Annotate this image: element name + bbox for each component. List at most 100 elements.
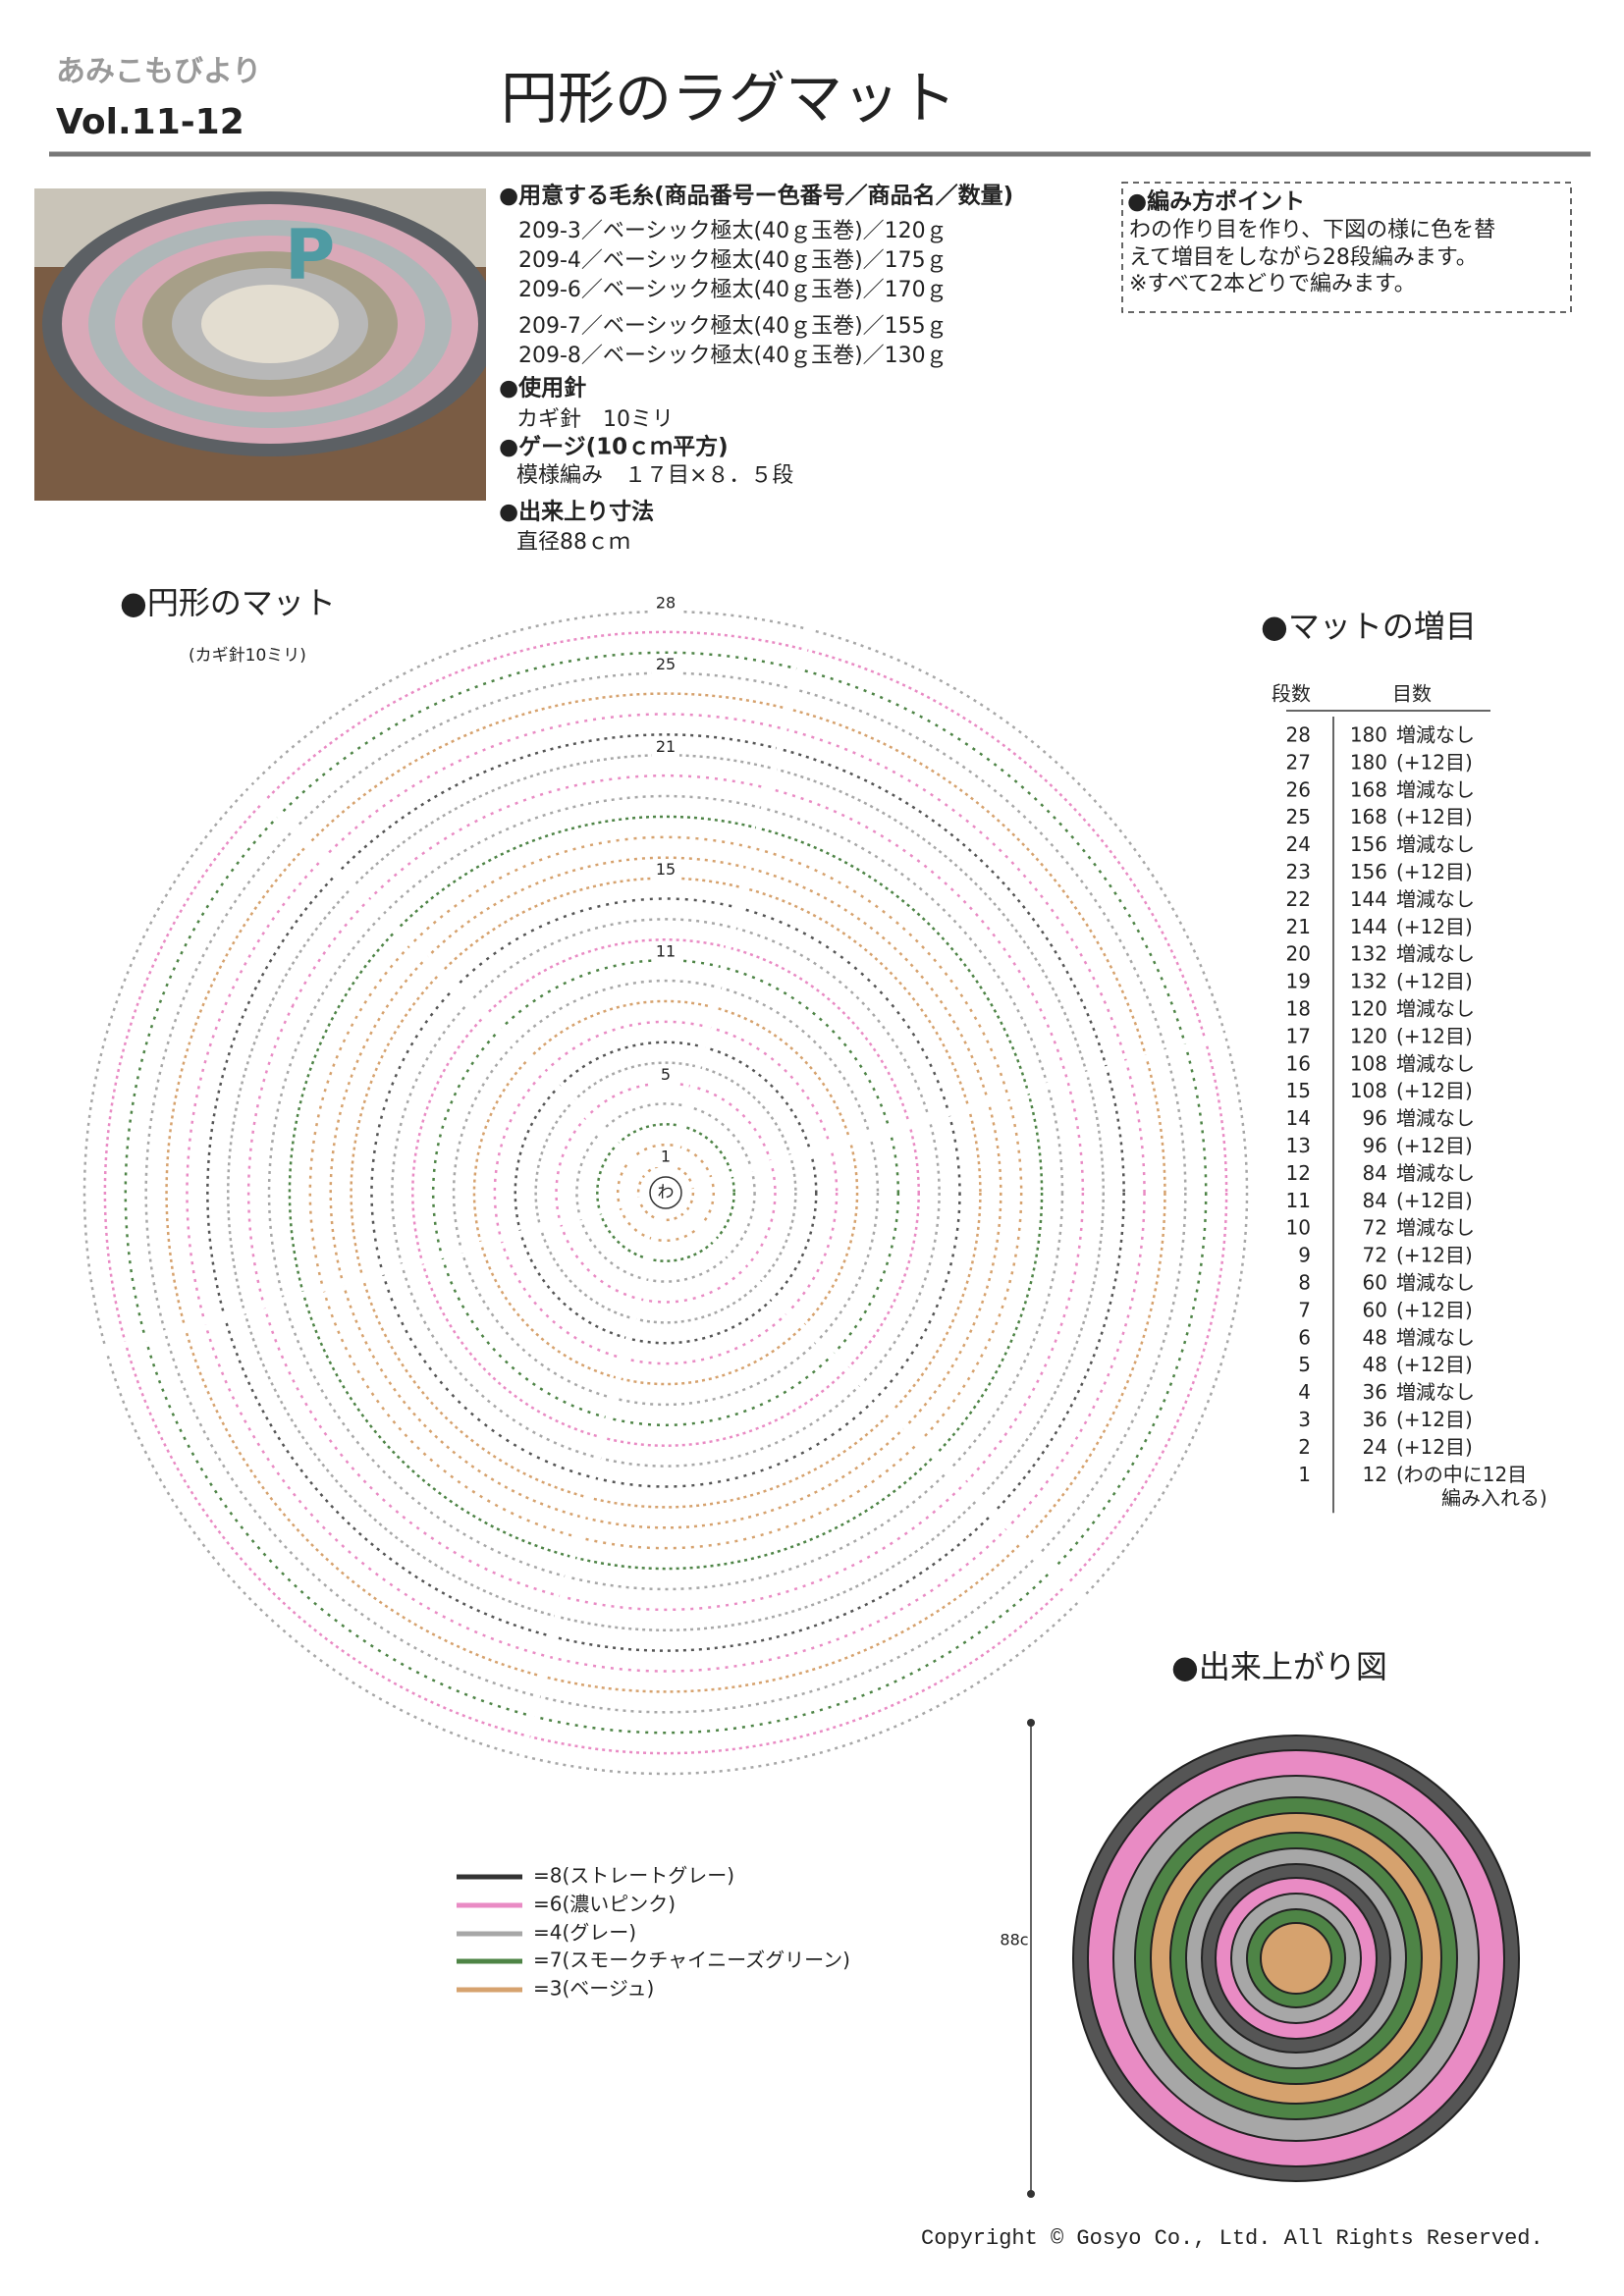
diagram-heading: ●円形のマット: [120, 584, 336, 621]
stitch-count: 96: [1363, 1106, 1387, 1130]
seam: [97, 1195, 648, 1356]
stitch-ring: [596, 1123, 735, 1262]
stitch-count: 36: [1363, 1380, 1387, 1404]
row-note: 増減なし: [1396, 942, 1475, 966]
photo: P: [34, 188, 486, 501]
stitch-count: 48: [1363, 1353, 1387, 1376]
stitch-count: 180: [1350, 723, 1387, 747]
row-number: 25: [1286, 805, 1311, 828]
stitch-count: 168: [1350, 805, 1387, 828]
row-number: 28: [1286, 723, 1311, 747]
row-label-bg: [652, 942, 679, 963]
seam: [683, 1030, 1234, 1191]
stitch-ring: [431, 958, 900, 1427]
row-number: 3: [1298, 1408, 1311, 1431]
row-note: 増減なし: [1396, 1271, 1475, 1295]
row-note: 増減なし: [1396, 777, 1475, 801]
row-number: 12: [1286, 1161, 1311, 1185]
row-note: (+12目): [1396, 1189, 1473, 1212]
stitch-ring: [267, 794, 1064, 1591]
row-number: 16: [1286, 1051, 1311, 1075]
points: ●編み方ポイント わの作り目を作り、下図の様に色を替 えて増目をしながら28段編…: [1121, 182, 1572, 313]
row-label: 11: [656, 942, 676, 961]
row-note: (+12目): [1396, 750, 1473, 774]
row-number: 18: [1286, 997, 1311, 1021]
stitch-count: 84: [1363, 1189, 1387, 1212]
row-note: (+12目): [1396, 1024, 1473, 1047]
row-number: 22: [1286, 887, 1311, 911]
text: えて増目をしながら28段編みます。: [1129, 245, 1478, 270]
row-number: 4: [1298, 1380, 1311, 1404]
stitch-count: 36: [1363, 1408, 1387, 1431]
stitch-count: 48: [1363, 1325, 1387, 1349]
stitch-ring: [308, 835, 1023, 1550]
row-note: (+12目): [1396, 1353, 1473, 1376]
stitch-ring: [246, 774, 1085, 1612]
row-note: 増減なし: [1396, 1325, 1475, 1349]
row-label-bg: [652, 1065, 679, 1086]
row-label-bg: [652, 655, 679, 675]
stitch-count: 108: [1350, 1079, 1387, 1102]
size-label: 88c: [1000, 1931, 1028, 1949]
legend-entry: =3(ベージュ): [533, 1977, 654, 2001]
stitch-ring: [472, 999, 859, 1386]
row-number: 11: [1286, 1189, 1311, 1212]
stitch-ring: [411, 938, 920, 1447]
finished-heading: ●出来上がり図: [1171, 1648, 1387, 1685]
col-header: 目数: [1392, 682, 1432, 706]
row-note: 増減なし: [1396, 1106, 1475, 1130]
stitch-count: 72: [1363, 1216, 1387, 1240]
stitch-count: 156: [1350, 860, 1387, 883]
row-number: 6: [1298, 1325, 1311, 1349]
row-number: 5: [1298, 1353, 1311, 1376]
legend-entry: =4(グレー): [533, 1921, 636, 1945]
photo-letter: P: [285, 215, 335, 295]
row-note: (+12目): [1396, 915, 1473, 938]
stitch-ring: [186, 713, 1146, 1673]
stitch-count: 132: [1350, 970, 1387, 993]
stitch-ring: [514, 1041, 818, 1345]
finished-figure: ​ 88c: [1000, 1719, 1520, 2198]
stitch-count: 120: [1350, 1024, 1387, 1047]
yarn: 209-8／ベーシック極太(40ｇ玉巻)／130ｇ: [518, 344, 947, 368]
text: カギ針 10ミリ: [516, 407, 674, 432]
text: 模様編み １７目×８．５段: [516, 463, 793, 488]
col-header: 段数: [1272, 682, 1311, 706]
row-number: 19: [1286, 970, 1311, 993]
row-note: (+12目): [1396, 1244, 1473, 1267]
center-label: わ: [658, 1183, 675, 1202]
row-number: 1: [1298, 1463, 1311, 1486]
heading: ●ゲージ(10ｃｍ平方): [499, 434, 729, 460]
stitch-count: 120: [1350, 997, 1387, 1021]
row-note: (+12目): [1396, 1134, 1473, 1157]
row-note: 増減なし: [1396, 1216, 1475, 1240]
legend-entry: =7(スモークチャイニーズグリーン): [533, 1949, 850, 1972]
stitch-ring: [82, 610, 1249, 1776]
row-number: 26: [1286, 777, 1311, 801]
table-heading: ●マットの増目: [1261, 608, 1477, 645]
copyright: Copyright © Gosyo Co., Ltd. All Rights R…: [921, 2226, 1543, 2251]
stitch-ring: [165, 692, 1166, 1693]
yarn: 209-4／ベーシック極太(40ｇ玉巻)／175ｇ: [518, 248, 947, 273]
heading: ●出来上り寸法: [499, 500, 654, 525]
row-note: (+12目): [1396, 1298, 1473, 1321]
stitch-count: 168: [1350, 777, 1387, 801]
stitch-count: 144: [1350, 915, 1387, 938]
stitch-count: 156: [1350, 832, 1387, 856]
text: 直径88ｃｍ: [516, 530, 630, 555]
points-box: [1121, 182, 1572, 313]
row-number: 13: [1286, 1134, 1311, 1157]
stitch-count: 12: [1363, 1463, 1387, 1486]
seam: [516, 1210, 664, 1765]
row-number: 2: [1298, 1435, 1311, 1459]
stitch-count: 180: [1350, 750, 1387, 774]
row-label-bg: [652, 737, 679, 758]
volume: Vol.11-12: [56, 102, 244, 142]
yarn: 209-6／ベーシック極太(40ｇ玉巻)／170ｇ: [518, 278, 947, 302]
yarn: 209-7／ベーシック極太(40ｇ玉巻)／155ｇ: [518, 314, 947, 339]
row-note: 増減なし: [1396, 1161, 1475, 1185]
stitch-ring: [144, 671, 1187, 1714]
stitch-ring: [124, 651, 1208, 1735]
